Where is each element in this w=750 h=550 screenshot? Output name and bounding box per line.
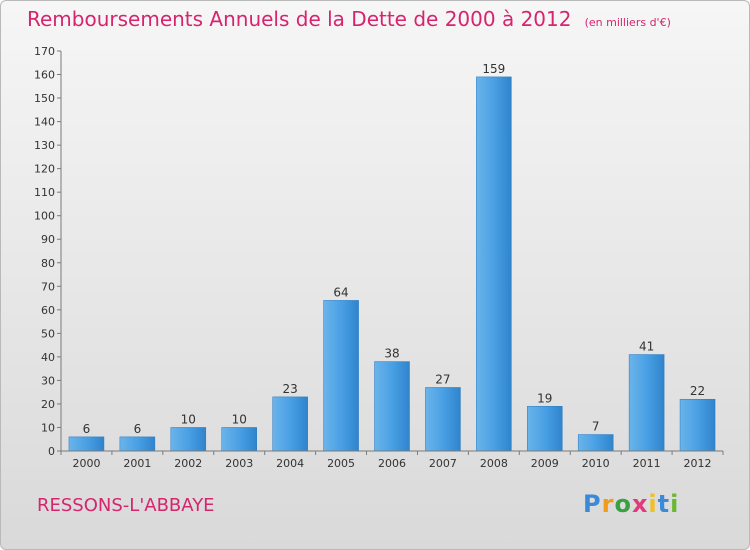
x-tick-label: 2003 bbox=[225, 457, 253, 470]
bar bbox=[68, 436, 105, 452]
x-axis: 2000 2001 2002 2003 2004 2005 2006 2007 2008 2009… bbox=[60, 450, 724, 470]
data-label: 159 bbox=[482, 62, 505, 76]
bar bbox=[170, 427, 207, 452]
x-tick-label: 2011 bbox=[633, 457, 661, 470]
data-label: 10 bbox=[181, 412, 196, 426]
bars: 6 6 10 10 23 64 38 27 159 19 7 41 22 bbox=[68, 62, 716, 452]
data-label: 6 bbox=[134, 422, 142, 436]
x-tick-label: 2002 bbox=[174, 457, 202, 470]
x-tick-label: 2000 bbox=[72, 457, 100, 470]
unit-note: (en milliers d'€) bbox=[584, 16, 671, 29]
y-tick-label: 110 bbox=[34, 186, 55, 199]
bar bbox=[323, 300, 359, 452]
bar bbox=[221, 427, 257, 452]
y-tick-label: 130 bbox=[34, 139, 55, 152]
y-tick-label: 30 bbox=[41, 374, 55, 387]
y-tick-label: 170 bbox=[34, 45, 55, 58]
x-tick-label: 2010 bbox=[582, 457, 610, 470]
proxiti-logo: Proxiti bbox=[583, 490, 680, 518]
x-tick-label: 2012 bbox=[684, 457, 712, 470]
data-label: 41 bbox=[639, 340, 654, 354]
chart-title: Remboursements Annuels de la Dette de 20… bbox=[27, 7, 671, 31]
y-tick-label: 0 bbox=[48, 445, 55, 458]
bar bbox=[476, 76, 512, 452]
x-tick-label: 2006 bbox=[378, 457, 406, 470]
y-tick-label: 50 bbox=[41, 327, 55, 340]
y-tick-label: 120 bbox=[34, 163, 55, 176]
bar bbox=[577, 434, 614, 452]
y-tick-label: 90 bbox=[41, 233, 55, 246]
data-label: 23 bbox=[283, 382, 298, 396]
x-tick-label: 2004 bbox=[276, 457, 304, 470]
data-label: 22 bbox=[690, 384, 705, 398]
x-tick-label: 2005 bbox=[327, 457, 355, 470]
title-text: Remboursements Annuels de la Dette de 20… bbox=[27, 7, 572, 31]
y-axis: 0 10 20 30 40 50 60 70 80 90 100 110 120 130 140 150 160… bbox=[34, 45, 62, 458]
data-label: 19 bbox=[537, 391, 552, 405]
bar bbox=[374, 361, 410, 452]
y-tick-label: 70 bbox=[41, 280, 55, 293]
data-label: 10 bbox=[232, 412, 247, 426]
bar bbox=[119, 436, 156, 452]
y-tick-label: 160 bbox=[34, 69, 55, 82]
y-tick-label: 10 bbox=[41, 421, 55, 434]
data-label: 6 bbox=[83, 422, 91, 436]
x-tick-label: 2008 bbox=[480, 457, 508, 470]
bar bbox=[272, 396, 308, 452]
y-tick-label: 60 bbox=[41, 304, 55, 317]
y-tick-label: 80 bbox=[41, 257, 55, 270]
bar bbox=[628, 354, 665, 452]
bar bbox=[527, 406, 563, 452]
y-tick-label: 150 bbox=[34, 92, 55, 105]
data-label: 7 bbox=[592, 420, 600, 434]
x-tick-label: 2009 bbox=[531, 457, 559, 470]
bar bbox=[425, 387, 461, 452]
data-label: 27 bbox=[435, 372, 450, 386]
data-label: 64 bbox=[333, 285, 348, 299]
bar bbox=[679, 398, 716, 452]
y-tick-label: 140 bbox=[34, 116, 55, 129]
y-tick-label: 40 bbox=[41, 351, 55, 364]
x-tick-label: 2007 bbox=[429, 457, 457, 470]
y-tick-label: 20 bbox=[41, 398, 55, 411]
data-label: 38 bbox=[384, 347, 399, 361]
commune-name: RESSONS-L'ABBAYE bbox=[37, 495, 215, 516]
y-tick-label: 100 bbox=[34, 210, 55, 223]
x-tick-label: 2001 bbox=[123, 457, 151, 470]
